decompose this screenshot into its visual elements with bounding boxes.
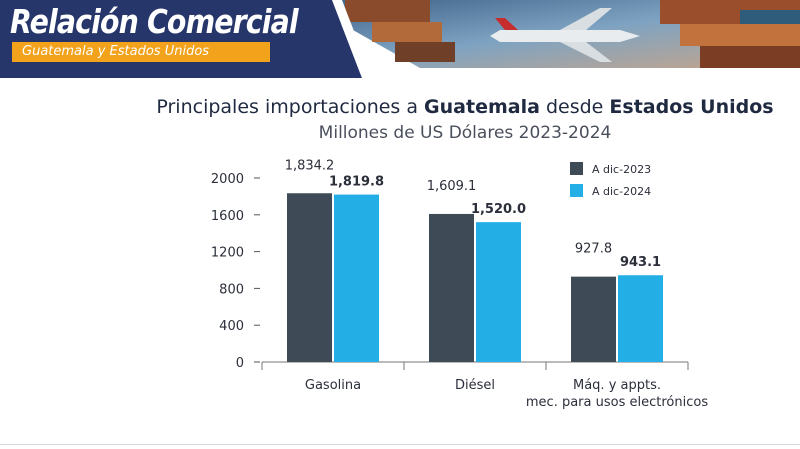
legend-label: A dic-2023 [592,163,651,176]
x-category-label: mec. para usos electrónicos [526,395,708,410]
banner-title: Relación Comercial [10,2,299,41]
chart-title-part: Estados Unidos [609,96,774,118]
bar-value-label: 1,520.0 [471,202,526,217]
bar-2023 [571,276,616,362]
chart-title: Principales importaciones a Guatemala de… [0,96,800,118]
chart-title-part: desde [539,96,610,118]
legend-swatch [570,162,583,175]
y-tick-label: 1600 [211,209,244,224]
bar-2024 [476,222,521,362]
containers-left-image [345,0,455,62]
bar-value-label: 943.1 [620,255,661,270]
bar-2024 [618,275,663,362]
bar-value-label: 1,609.1 [427,179,477,194]
airplane-icon [490,8,640,62]
chart-subtitle: Millones de US Dólares 2023-2024 [318,123,612,143]
bottom-divider [0,444,800,445]
header-banner: Relación Comercial Guatemala y Estados U… [0,0,800,78]
x-category-label: Diésel [455,378,495,393]
bar-value-label: 1,819.8 [329,175,384,190]
y-tick-label: 400 [219,319,244,334]
y-tick-label: 2000 [211,172,244,187]
legend-swatch [570,184,583,197]
banner-background [0,0,800,78]
chart-title-part: Guatemala [424,96,540,118]
y-tick-label: 0 [236,356,244,371]
legend-label: A dic-2024 [592,185,651,198]
banner-subtitle: Guatemala y Estados Unidos [22,44,210,59]
chart-title-part: Principales importaciones a [156,96,425,118]
bar-value-label: 927.8 [575,242,612,257]
bar-value-label: 1,834.2 [285,158,335,173]
y-tick-label: 1200 [211,246,244,261]
bar-2024 [334,194,379,362]
x-category-label: Gasolina [305,378,361,393]
y-tick-label: 800 [219,282,244,297]
bar-2023 [287,193,332,362]
banner-subtitle-bar: Guatemala y Estados Unidos [12,42,270,62]
containers-right-image [660,0,800,68]
x-category-label: Máq. y appts. [573,378,661,393]
bar-2023 [429,213,474,362]
